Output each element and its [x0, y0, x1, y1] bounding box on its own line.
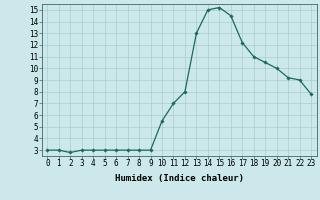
X-axis label: Humidex (Indice chaleur): Humidex (Indice chaleur)	[115, 174, 244, 183]
